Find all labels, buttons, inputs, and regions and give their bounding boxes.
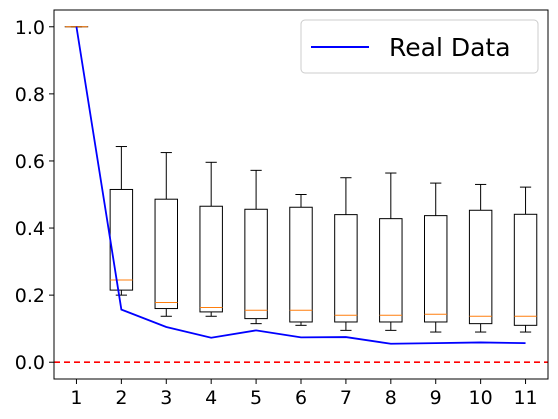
y-tick-label: 0.0 <box>15 352 45 374</box>
y-tick-label: 1.0 <box>15 17 45 39</box>
legend-label-real-data: Real Data <box>389 33 511 62</box>
box-iqr <box>424 215 448 323</box>
box-9 <box>424 182 448 333</box>
x-tick-label: 4 <box>205 387 217 409</box>
x-tick-label: 5 <box>250 387 262 409</box>
box-iqr <box>244 208 268 320</box>
box-5 <box>244 169 268 325</box>
x-tick-label: 2 <box>115 387 127 409</box>
box-iqr <box>289 206 313 323</box>
y-tick-label: 0.8 <box>15 84 45 106</box>
box-iqr <box>334 214 358 323</box>
box-2 <box>109 146 134 296</box>
y-axis: 0.0 0.2 0.4 0.6 0.8 1.0 <box>15 17 54 374</box>
box-6 <box>289 194 313 326</box>
x-tick-label: 6 <box>295 387 307 409</box>
box-iqr <box>109 188 134 291</box>
box-4 <box>199 161 223 317</box>
x-tick-label: 3 <box>160 387 172 409</box>
x-tick-label: 8 <box>385 387 397 409</box>
boxes-layer <box>64 26 538 333</box>
y-tick-label: 0.2 <box>15 285 45 307</box>
series-layer <box>75 26 526 345</box>
box-10 <box>468 183 493 333</box>
box-iqr <box>154 198 179 310</box>
x-axis: 1 2 3 4 5 6 7 8 9 10 11 <box>70 379 538 409</box>
box-iqr <box>468 209 493 325</box>
legend-box <box>300 19 539 74</box>
legend: Real Data <box>300 19 539 74</box>
series-line-real-data <box>75 26 526 345</box>
x-tick-label: 9 <box>430 387 442 409</box>
box-3 <box>154 152 179 317</box>
box-iqr <box>199 205 223 313</box>
box-iqr <box>513 213 538 326</box>
x-tick-label: 11 <box>513 387 537 409</box>
box-7 <box>334 177 358 331</box>
box-8 <box>379 172 403 331</box>
x-tick-label: 10 <box>469 387 493 409</box>
y-tick-label: 0.4 <box>15 218 45 240</box>
box-11 <box>513 186 538 333</box>
x-tick-label: 7 <box>340 387 352 409</box>
y-tick-label: 0.6 <box>15 151 45 173</box>
x-tick-label: 1 <box>70 387 82 409</box>
box-iqr <box>379 218 403 323</box>
